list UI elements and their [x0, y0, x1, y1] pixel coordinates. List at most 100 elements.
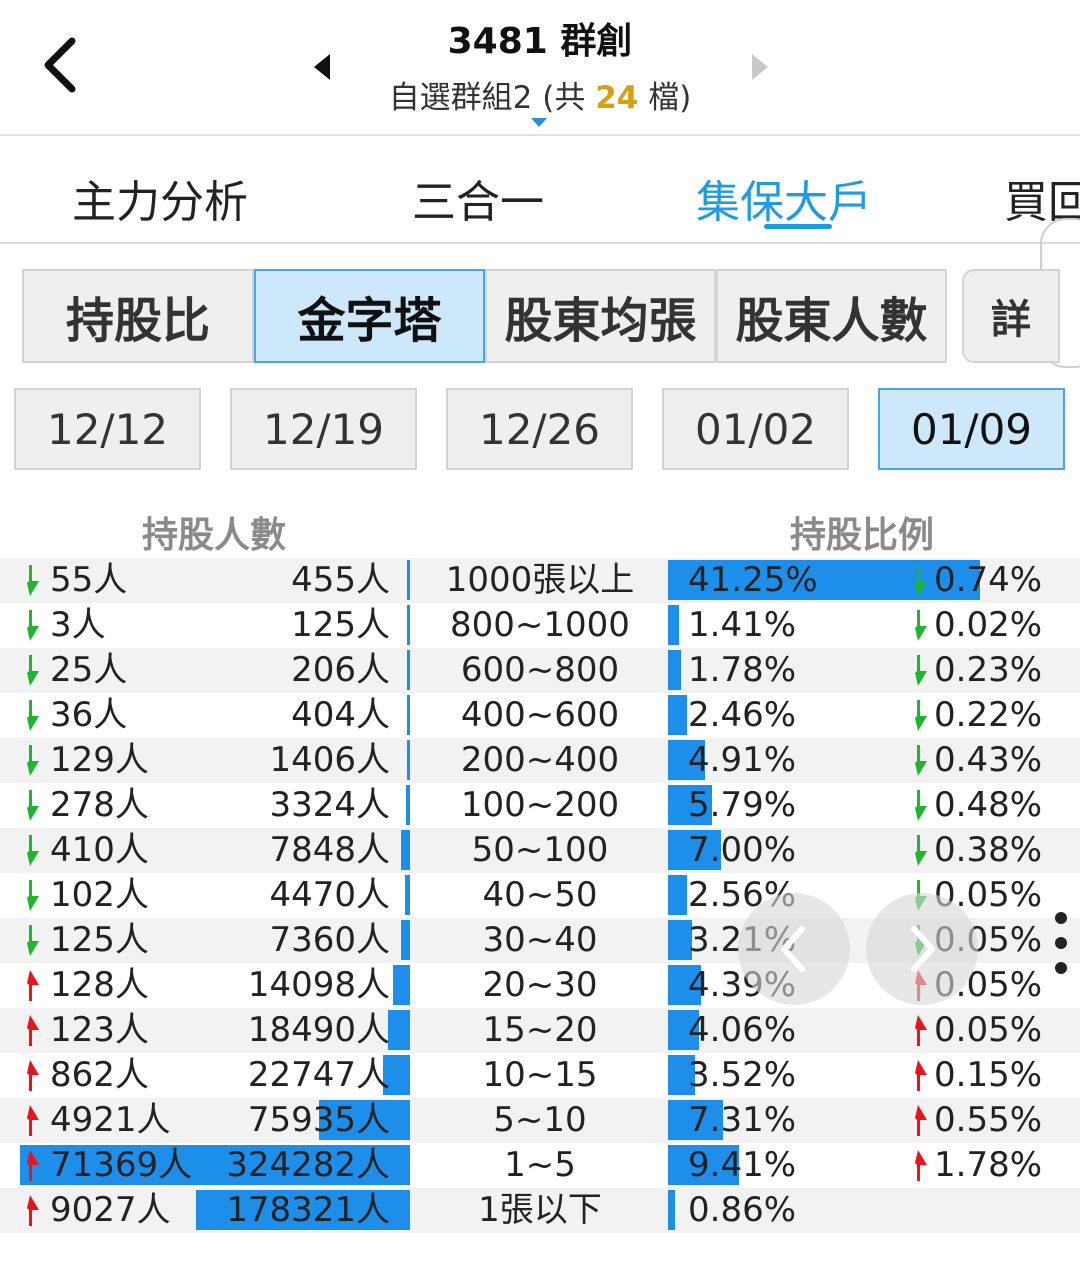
- caret-down-icon: [531, 118, 547, 127]
- holders-change: 36人: [50, 695, 128, 735]
- holding-level: 15~20: [482, 1010, 598, 1050]
- arrow-down-icon: [27, 700, 39, 731]
- subtab-holding-ratio[interactable]: 持股比: [22, 269, 254, 363]
- group-selector[interactable]: 自選群組2 (共 24 檔): [340, 72, 740, 117]
- tab-three-in-one[interactable]: 三合一: [412, 177, 544, 228]
- holding-ratio: 2.46%: [688, 695, 797, 735]
- ratio-change: 0.48%: [934, 785, 1043, 825]
- tab-big-holders[interactable]: 集保大戶: [696, 177, 872, 228]
- arrow-up-icon: [915, 1060, 927, 1091]
- holding-level: 200~400: [460, 740, 620, 780]
- holders-count: 324282人: [226, 1145, 390, 1185]
- ratio-change: 0.22%: [934, 695, 1043, 735]
- holders-bar: [407, 740, 410, 780]
- arrow-down-icon: [915, 655, 927, 686]
- holders-change: 410人: [50, 830, 149, 870]
- ratio-bar: [668, 875, 688, 915]
- more-vertical-icon[interactable]: [1053, 912, 1069, 982]
- arrow-down-icon: [27, 745, 39, 776]
- holders-bar: [318, 1100, 410, 1140]
- holders-count: 404人: [291, 695, 390, 735]
- holding-level: 50~100: [471, 830, 609, 870]
- subtab-detail[interactable]: 詳: [962, 269, 1060, 363]
- holders-change: 129人: [50, 740, 149, 780]
- arrow-up-icon: [27, 1060, 39, 1091]
- table-row: 9027人 178321人 1張以下 0.86%: [0, 1188, 1080, 1233]
- holders-bar: [407, 605, 410, 645]
- pyramid-table: 55人 455人 1000張以上 41.25% 0.74% 3人 125人 800~1000 1…: [0, 558, 1080, 1233]
- holding-level: 1000張以上: [445, 560, 635, 600]
- triangle-left-icon: [314, 54, 330, 80]
- table-row: 278人 3324人 100~200 5.79% 0.48%: [0, 783, 1080, 828]
- prev-stock-button[interactable]: [306, 50, 340, 84]
- holders-count: 4470人: [269, 875, 390, 915]
- arrow-up-icon: [915, 1150, 927, 1181]
- subtab-avg-lots[interactable]: 股東均張: [485, 269, 716, 363]
- ratio-bar: [668, 1145, 740, 1185]
- next-stock-button[interactable]: [742, 50, 776, 84]
- ratio-bar: [668, 650, 682, 690]
- holders-bar: [407, 695, 410, 735]
- holders-bar: [407, 650, 410, 690]
- holders-count: 75935人: [247, 1100, 390, 1140]
- ratio-change: 1.78%: [934, 1145, 1043, 1185]
- holders-count: 455人: [291, 560, 390, 600]
- arrow-down-icon: [27, 835, 39, 866]
- holders-bar: [405, 785, 410, 825]
- column-header-holders: 持股人數: [142, 515, 287, 556]
- ratio-bar: [668, 605, 679, 645]
- ratio-bar: [668, 920, 693, 960]
- holding-level: 1張以下: [478, 1190, 602, 1230]
- holding-level: 20~30: [482, 965, 598, 1005]
- holders-count: 1406人: [269, 740, 390, 780]
- holders-count: 3324人: [269, 785, 390, 825]
- table-row: 123人 18490人 15~20 4.06% 0.05%: [0, 1008, 1080, 1053]
- column-header-ratio: 持股比例: [790, 515, 935, 556]
- date-tab-0109[interactable]: 01/09: [878, 388, 1065, 470]
- holders-change: 125人: [50, 920, 149, 960]
- ratio-bar: [668, 695, 687, 735]
- ratio-bar: [668, 1055, 695, 1095]
- holders-count: 14098人: [247, 965, 390, 1005]
- holders-change: 102人: [50, 875, 149, 915]
- holding-ratio: 7.00%: [688, 830, 797, 870]
- float-prev-button[interactable]: [738, 893, 850, 1005]
- holding-level: 1~5: [504, 1145, 576, 1185]
- back-button[interactable]: [30, 30, 90, 100]
- holders-change: 123人: [50, 1010, 149, 1050]
- holding-ratio: 9.41%: [688, 1145, 797, 1185]
- ratio-change: 0.74%: [934, 560, 1043, 600]
- date-tab-1219[interactable]: 12/19: [230, 388, 417, 470]
- holding-ratio: 0.86%: [688, 1190, 797, 1230]
- holders-bar: [195, 1190, 410, 1230]
- arrow-down-icon: [27, 565, 39, 596]
- group-count: 24: [595, 80, 639, 116]
- ratio-change: 0.23%: [934, 650, 1043, 690]
- holders-change: 71369人: [50, 1145, 193, 1185]
- arrow-down-icon: [27, 925, 39, 956]
- float-next-button[interactable]: [866, 893, 978, 1005]
- arrow-down-icon: [27, 790, 39, 821]
- date-tab-1226[interactable]: 12/26: [446, 388, 633, 470]
- subtab-holder-count[interactable]: 股東人數: [716, 269, 947, 363]
- tab-main-force[interactable]: 主力分析: [72, 177, 248, 228]
- date-tab-1212[interactable]: 12/12: [14, 388, 201, 470]
- ratio-bar: [668, 1010, 699, 1050]
- ratio-change: 0.15%: [934, 1055, 1043, 1095]
- holders-bar: [400, 830, 410, 870]
- table-row: 4921人 75935人 5~10 7.31% 0.55%: [0, 1098, 1080, 1143]
- arrow-down-icon: [915, 610, 927, 641]
- table-row: 862人 22747人 10~15 3.52% 0.15%: [0, 1053, 1080, 1098]
- chevron-right-icon: [911, 926, 935, 972]
- holders-count: 7848人: [269, 830, 390, 870]
- arrow-down-icon: [915, 745, 927, 776]
- holders-count: 178321人: [226, 1190, 390, 1230]
- ratio-bar: [668, 965, 702, 1005]
- holders-count: 206人: [291, 650, 390, 690]
- date-tab-0102[interactable]: 01/02: [662, 388, 849, 470]
- app-header: 3481 群創 自選群組2 (共 24 檔): [0, 0, 1080, 136]
- ratio-change: 0.55%: [934, 1100, 1043, 1140]
- holders-bar: [387, 1010, 410, 1050]
- holders-change: 25人: [50, 650, 128, 690]
- subtab-pyramid[interactable]: 金字塔: [254, 269, 485, 363]
